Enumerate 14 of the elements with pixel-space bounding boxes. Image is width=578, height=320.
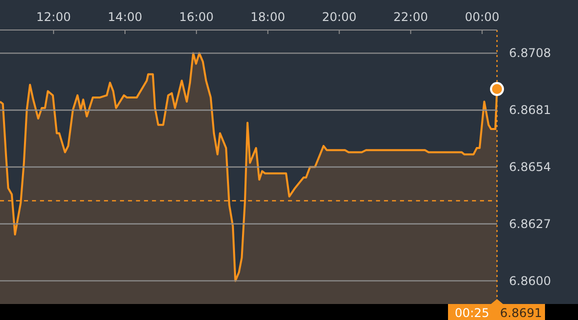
text: 6.8691 <box>500 306 542 320</box>
y-tick-label: 6.8627 <box>509 216 551 231</box>
x-tick-label: 22:00 <box>393 10 428 24</box>
y-tick-label: 6.8708 <box>509 46 551 60</box>
x-tick-label: 14:00 <box>108 10 142 24</box>
x-tick-label: 20:00 <box>322 10 357 24</box>
x-tick-label: 00:00 <box>464 10 500 24</box>
y-tick-label: 6.8600 <box>509 274 551 288</box>
y-tick-label: 6.8654 <box>509 160 551 174</box>
x-tick-label: 12:00 <box>36 10 71 24</box>
x-tick-label: 18:00 <box>250 10 286 24</box>
x-tick-label: 16:00 <box>179 10 214 24</box>
y-tick-label: 6.8681 <box>509 103 551 118</box>
text: 00:25 <box>454 306 490 320</box>
